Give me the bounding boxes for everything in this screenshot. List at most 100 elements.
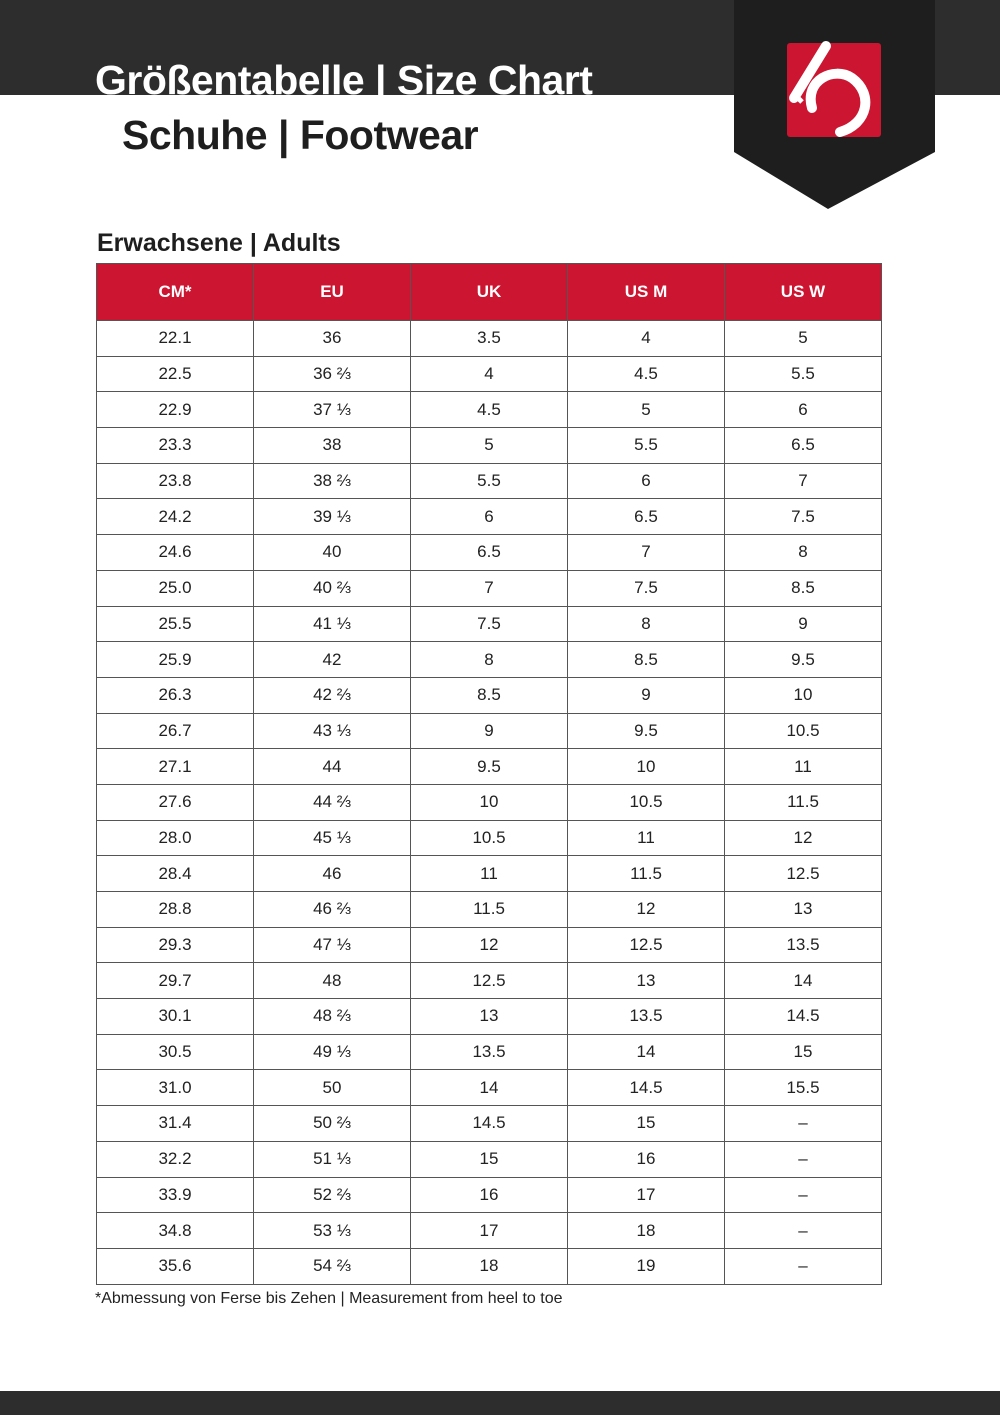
footer-band — [0, 1391, 1000, 1415]
table-cell: 22.5 — [96, 355, 254, 393]
table-cell: 12.5 — [410, 962, 568, 1000]
size-table: CM* EU UK US M US W 22.1 36 3.5 4 5 22.5 36 ⅔ 4 4.5 5… — [96, 263, 882, 1285]
table-cell: 8.5 — [410, 676, 568, 714]
table-cell: 4.5 — [410, 391, 568, 429]
table-cell: 28.0 — [96, 819, 254, 857]
table-cell: 29.7 — [96, 962, 254, 1000]
table-row: 29.7 48 12.5 13 14 — [96, 962, 882, 1000]
table-cell: 22.1 — [96, 320, 254, 357]
table-row: 28.0 45 ⅓ 10.5 11 12 — [96, 819, 882, 857]
table-cell: 25.9 — [96, 641, 254, 678]
table-cell: 7.5 — [724, 498, 882, 536]
table-cell: 12 — [724, 819, 882, 857]
table-cell: 34.8 — [96, 1212, 254, 1249]
table-row: 22.1 36 3.5 4 5 — [96, 320, 882, 357]
table-row: 25.9 42 8 8.5 9.5 — [96, 641, 882, 678]
table-cell: 18 — [410, 1247, 568, 1285]
table-cell: 27.1 — [96, 748, 254, 785]
column-header: US W — [724, 263, 882, 321]
table-row: 26.3 42 ⅔ 8.5 9 10 — [96, 676, 882, 714]
table-cell: 17 — [410, 1212, 568, 1249]
table-cell: 6 — [724, 391, 882, 429]
table-row: 31.0 50 14 14.5 15.5 — [96, 1069, 882, 1107]
table-cell: 4.5 — [567, 355, 725, 393]
table-cell: 12 — [410, 926, 568, 964]
table-cell: 12.5 — [724, 855, 882, 892]
table-cell: 28.4 — [96, 855, 254, 892]
table-cell: 30.5 — [96, 1033, 254, 1071]
table-cell: 8.5 — [567, 641, 725, 678]
table-cell: 29.3 — [96, 926, 254, 964]
table-cell: – — [724, 1247, 882, 1285]
five-ten-logo-icon — [734, 0, 935, 209]
table-cell: 51 ⅓ — [253, 1140, 411, 1178]
table-cell: 40 — [253, 534, 411, 571]
table-cell: 36 ⅔ — [253, 355, 411, 393]
table-cell: 48 — [253, 962, 411, 1000]
table-cell: 14 — [567, 1033, 725, 1071]
table-cell: 11.5 — [410, 891, 568, 928]
table-cell: 24.6 — [96, 534, 254, 571]
table-cell: 10 — [724, 676, 882, 714]
table-cell: 38 — [253, 427, 411, 464]
table-cell: 50 ⅔ — [253, 1105, 411, 1142]
section-title: Erwachsene | Adults — [97, 229, 341, 257]
table-cell: 13 — [410, 998, 568, 1035]
table-cell: 32.2 — [96, 1140, 254, 1178]
table-cell: 7.5 — [567, 569, 725, 607]
table-cell: 38 ⅔ — [253, 462, 411, 500]
table-cell: 12 — [567, 891, 725, 928]
table-cell: 14 — [724, 962, 882, 1000]
table-cell: 41 ⅓ — [253, 605, 411, 643]
table-cell: 26.7 — [96, 712, 254, 750]
table-cell: 8.5 — [724, 569, 882, 607]
table-row: 30.5 49 ⅓ 13.5 14 15 — [96, 1033, 882, 1071]
table-cell: 42 ⅔ — [253, 676, 411, 714]
table-row: 35.6 54 ⅔ 18 19– — [96, 1247, 882, 1285]
table-cell: – — [724, 1105, 882, 1142]
table-cell: 52 ⅔ — [253, 1176, 411, 1214]
table-cell: 16 — [410, 1176, 568, 1214]
table-row: 34.8 53 ⅓ 17 18– — [96, 1212, 882, 1249]
table-row: 31.4 50 ⅔ 14.5 15– — [96, 1105, 882, 1142]
table-row: 22.5 36 ⅔ 4 4.5 5.5 — [96, 355, 882, 393]
table-cell: 54 ⅔ — [253, 1247, 411, 1285]
table-cell: 5.5 — [724, 355, 882, 393]
table-cell: 13.5 — [410, 1033, 568, 1071]
table-cell: 35.6 — [96, 1247, 254, 1285]
table-cell: 19 — [567, 1247, 725, 1285]
table-cell: 7.5 — [410, 605, 568, 643]
table-row: 33.9 52 ⅔ 16 17– — [96, 1176, 882, 1214]
table-cell: 4 — [567, 320, 725, 357]
table-cell: 12.5 — [567, 926, 725, 964]
table-row: 22.9 37 ⅓ 4.5 5 6 — [96, 391, 882, 429]
table-cell: 10.5 — [724, 712, 882, 750]
table-cell: 9.5 — [410, 748, 568, 785]
table-cell: 31.4 — [96, 1105, 254, 1142]
table-cell: 40 ⅔ — [253, 569, 411, 607]
table-row: 29.3 47 ⅓ 12 12.5 13.5 — [96, 926, 882, 964]
table-cell: – — [724, 1176, 882, 1214]
table-cell: 49 ⅓ — [253, 1033, 411, 1071]
table-cell: 13 — [567, 962, 725, 1000]
table-cell: 53 ⅓ — [253, 1212, 411, 1249]
table-cell: 37 ⅓ — [253, 391, 411, 429]
table-cell: 10.5 — [410, 819, 568, 857]
table-cell: 5 — [410, 427, 568, 464]
page-subtitle: Schuhe | Footwear — [122, 112, 479, 158]
table-cell: 4 — [410, 355, 568, 393]
table-cell: 7 — [410, 569, 568, 607]
table-cell: 6.5 — [724, 427, 882, 464]
table-row: 24.6 40 6.5 7 8 — [96, 534, 882, 571]
table-cell: 10 — [410, 783, 568, 821]
table-cell: 45 ⅓ — [253, 819, 411, 857]
table-cell: 5.5 — [567, 427, 725, 464]
table-cell: 16 — [567, 1140, 725, 1178]
table-row: 30.1 48 ⅔ 13 13.5 14.5 — [96, 998, 882, 1035]
column-header: US M — [567, 263, 725, 321]
table-row: 28.4 46 11 11.5 12.5 — [96, 855, 882, 892]
table-cell: 47 ⅓ — [253, 926, 411, 964]
table-row: 27.6 44 ⅔ 10 10.5 11.5 — [96, 783, 882, 821]
table-cell: 6 — [567, 462, 725, 500]
table-cell: 36 — [253, 320, 411, 357]
